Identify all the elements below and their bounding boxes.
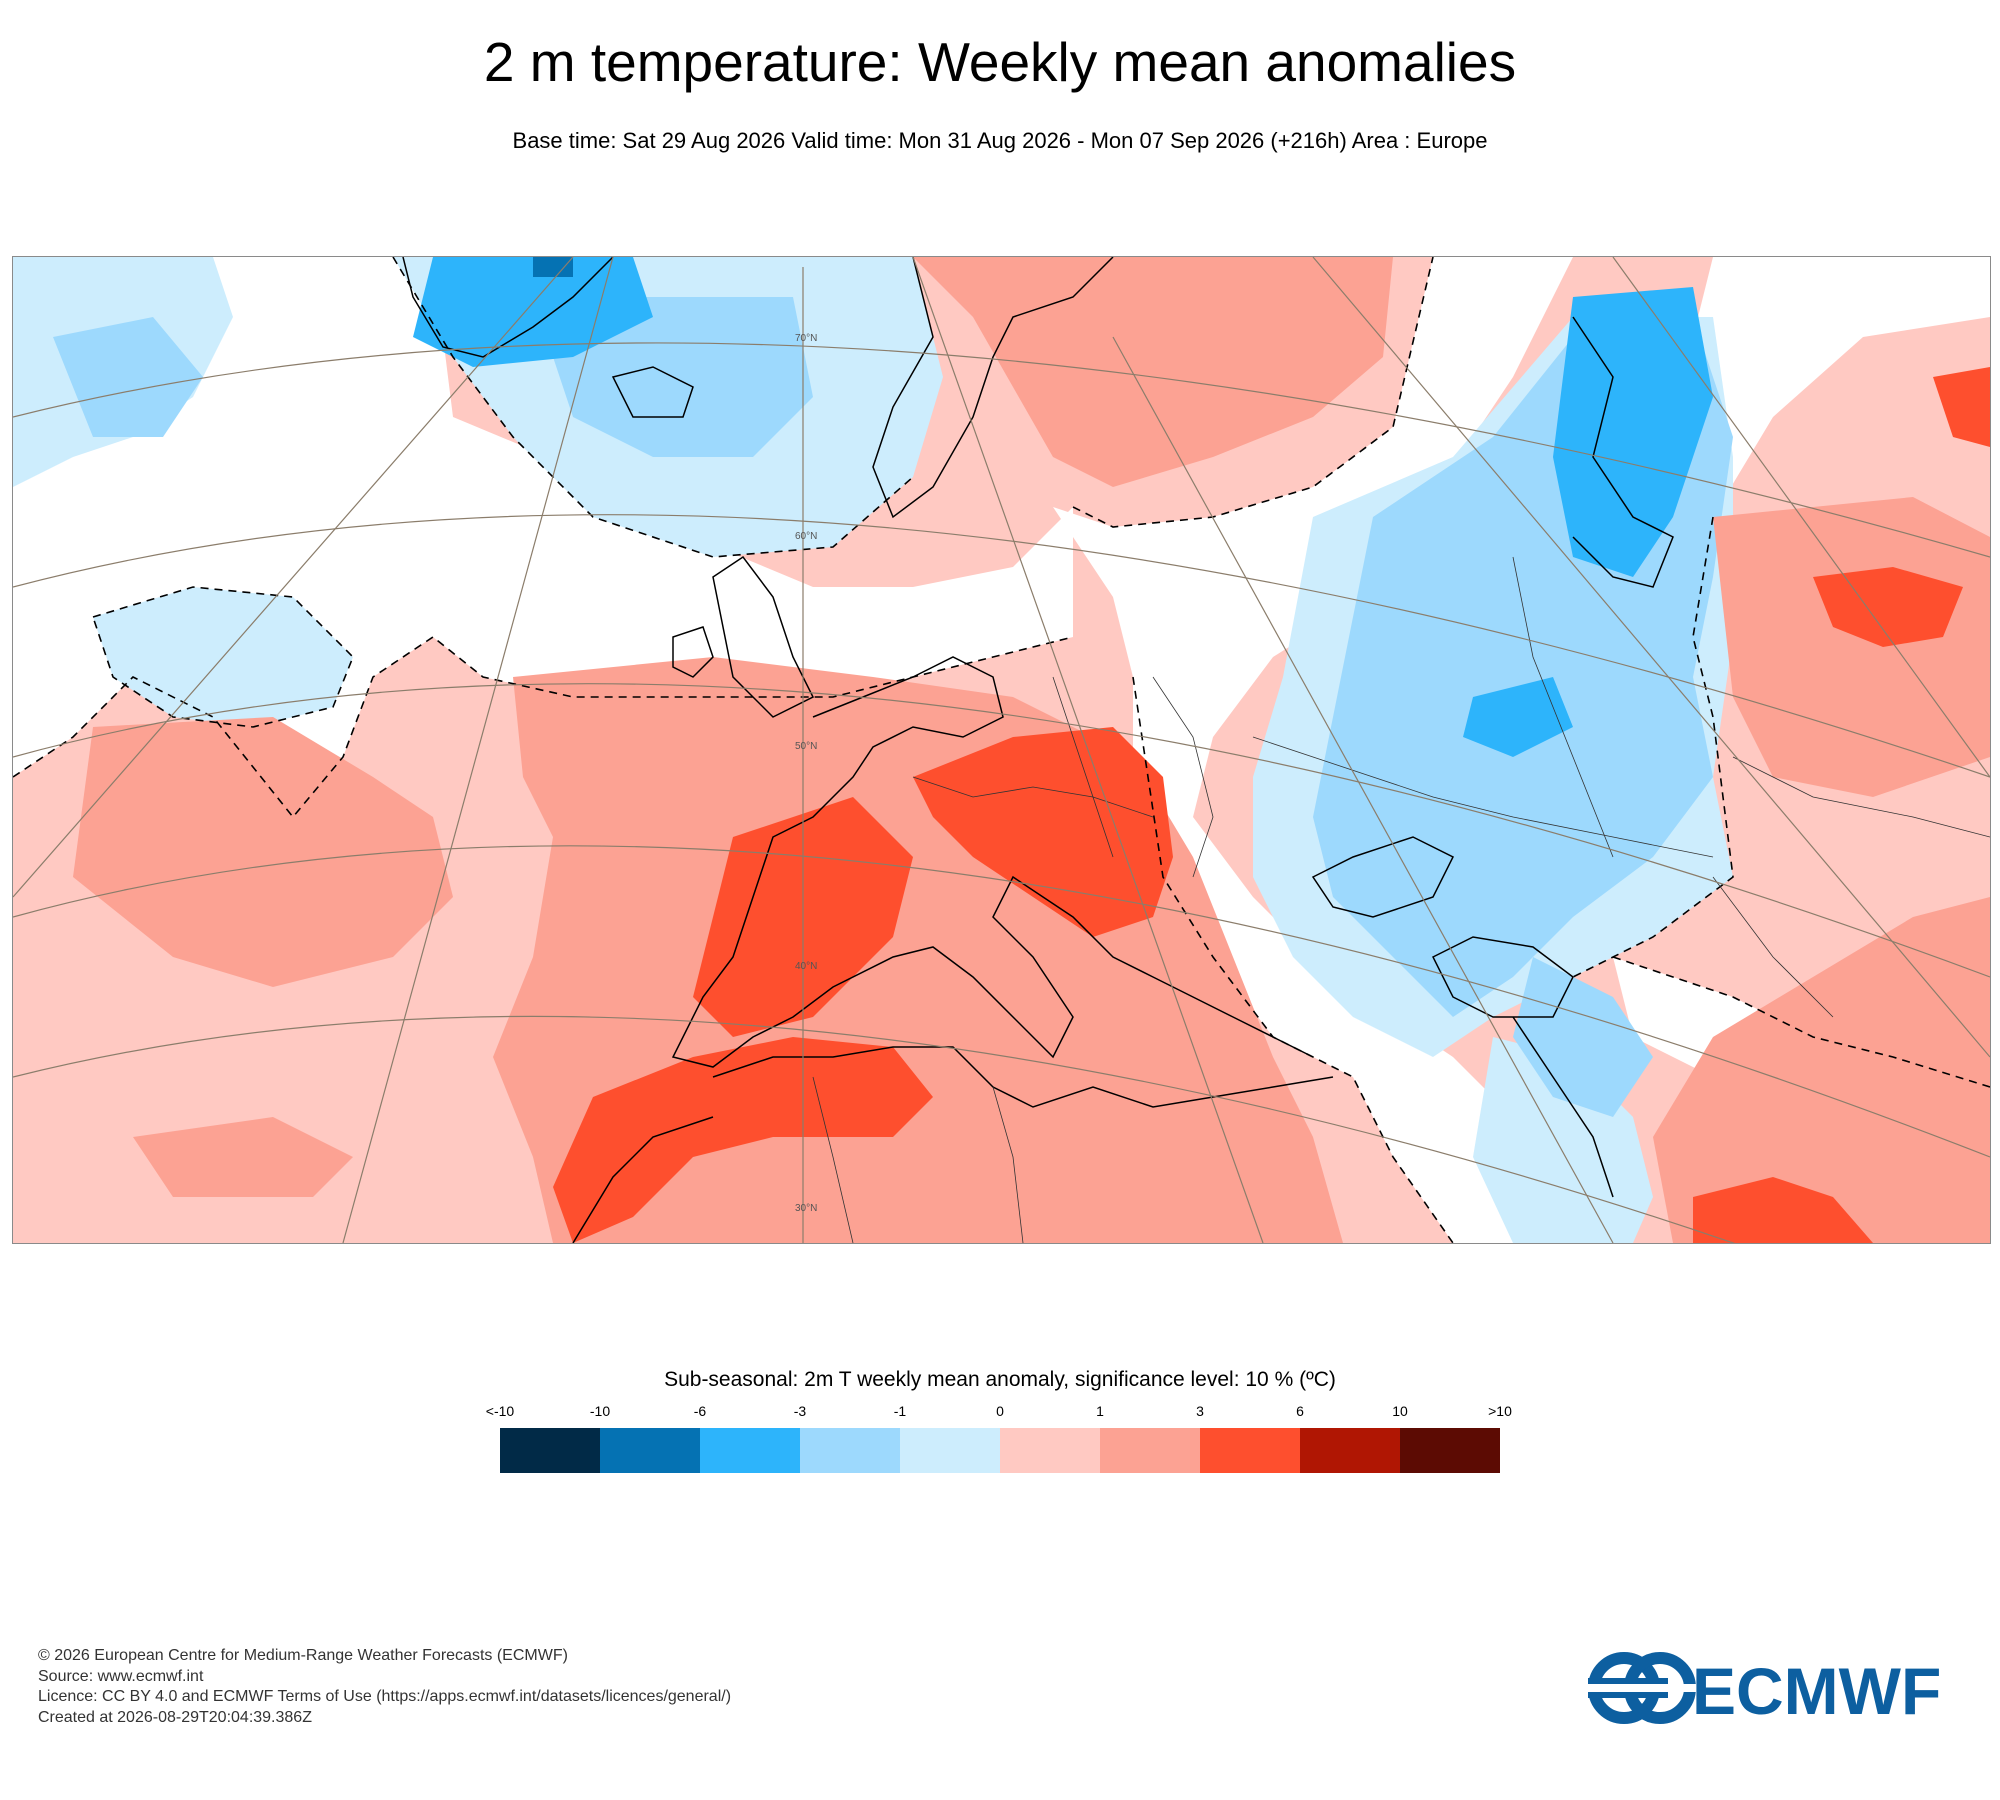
warm-zone-canary	[133, 1117, 353, 1197]
country-borders	[812, 556, 1990, 1243]
cold-core-greenland-peak	[533, 257, 573, 277]
lat-label-50: 50°N	[795, 741, 817, 752]
legend-tick: -6	[693, 1403, 707, 1419]
legend-swatch-7	[1200, 1428, 1300, 1473]
legend-tick: 0	[996, 1403, 1004, 1419]
ecmwf-logo-text: ECMWF	[1692, 1654, 1941, 1724]
legend-title: Sub-seasonal: 2m T weekly mean anomaly, …	[664, 1368, 1336, 1391]
legend-tick: 1	[1096, 1403, 1104, 1419]
lat-label-60: 60°N	[795, 531, 817, 542]
legend-swatch-8	[1300, 1428, 1400, 1473]
legend-swatch-3	[800, 1428, 900, 1473]
footer-source: Source: www.ecmwf.int	[38, 1667, 204, 1685]
warm-zone-scandinavia	[913, 257, 1393, 487]
chart-title: 2 m temperature: Weekly mean anomalies	[483, 31, 1517, 93]
anomaly-map[interactable]: 70°N 60°N 50°N 40°N 30°N	[12, 256, 1991, 1244]
legend-tick: 6	[1296, 1403, 1304, 1419]
legend-tick: -10	[589, 1403, 611, 1419]
hot-zone-morocco	[553, 1037, 933, 1243]
graticule	[13, 257, 1990, 1243]
legend-swatch-4	[900, 1428, 1000, 1473]
chart-subtitle: Base time: Sat 29 Aug 2026 Valid time: M…	[512, 128, 1488, 153]
lat-label-40: 40°N	[795, 961, 817, 972]
hot-zone-italy-balkans	[913, 727, 1173, 937]
cold-zone-caspian	[1513, 957, 1653, 1117]
cold-core-russia-north	[1553, 287, 1713, 577]
cold-zone-labrador	[53, 317, 203, 437]
ecmwf-logo: ECMWF	[1588, 1652, 1941, 1724]
footer-licence: Licence: CC BY 4.0 and ECMWF Terms of Us…	[38, 1688, 732, 1705]
legend-colorbar	[500, 1428, 1500, 1473]
legend-tick: >10	[1488, 1403, 1512, 1419]
warm-zone-atlantic	[73, 717, 453, 987]
lat-label-30: 30°N	[795, 1203, 817, 1214]
legend-ticks: <-10 -10 -6 -3 -1 0 1 3 6 10 >10	[486, 1403, 1512, 1423]
map-canvas: 70°N 60°N 50°N 40°N 30°N	[13, 257, 1990, 1243]
warm-zone-middle-east	[1653, 897, 1990, 1243]
cold-core-ukraine	[1463, 677, 1573, 757]
legend-tick: <-10	[485, 1403, 515, 1419]
legend-swatch-5	[1000, 1428, 1100, 1473]
footer-copyright: © 2026 European Centre for Medium-Range …	[38, 1647, 568, 1664]
cool-zone-arabia	[1473, 1037, 1653, 1243]
footer: © 2026 European Centre for Medium-Range …	[38, 1646, 731, 1728]
legend-tick: -3	[793, 1403, 807, 1419]
legend-swatch-9	[1400, 1428, 1500, 1473]
cold-core-greenland	[413, 257, 653, 367]
legend-swatch-2	[700, 1428, 800, 1473]
hot-zone-iran	[1693, 1177, 1873, 1243]
lat-label-70: 70°N	[795, 333, 817, 344]
latitude-labels: 70°N 60°N 50°N 40°N 30°N	[795, 333, 817, 1214]
legend-tick: 3	[1196, 1403, 1204, 1419]
legend-swatch-1	[600, 1428, 700, 1473]
legend-tick: 10	[1392, 1403, 1408, 1419]
legend-swatch-0	[500, 1428, 600, 1473]
neutral-zone-central-europe	[1053, 257, 1633, 1243]
legend-swatch-6	[1100, 1428, 1200, 1473]
hot-zone-arctic-east	[1933, 367, 1990, 447]
legend-tick: -1	[893, 1403, 907, 1419]
footer-created: Created at 2026-08-29T20:04:39.386Z	[38, 1708, 312, 1726]
ecmwf-logo-mark	[1588, 1652, 1698, 1724]
hot-zone-kazakhstan	[1813, 567, 1963, 647]
warm-zone-caucasus	[1713, 497, 1990, 797]
